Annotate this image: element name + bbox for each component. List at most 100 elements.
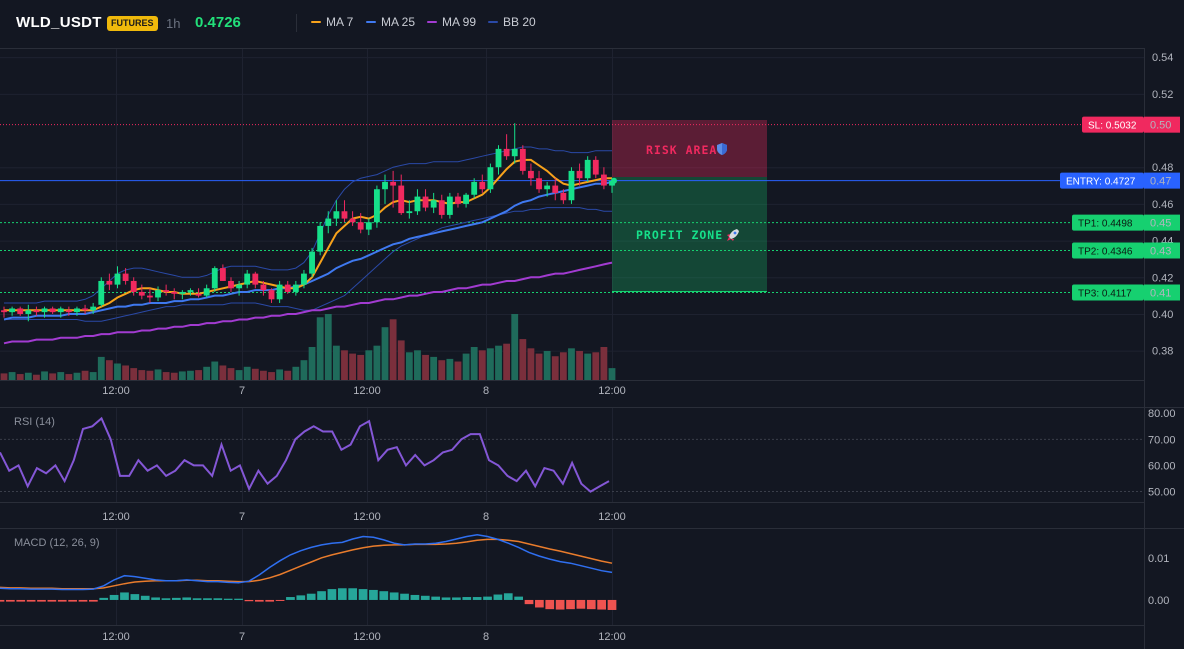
- candle-body: [57, 308, 64, 313]
- volume-bar: [608, 368, 616, 380]
- take-profit-3-axis-value: 0.41: [1150, 288, 1171, 300]
- macd-histogram-bar: [379, 591, 389, 600]
- time-axis-label-rsi: 12:00: [353, 511, 381, 523]
- candle-body: [82, 308, 88, 311]
- candle-body: [276, 284, 283, 300]
- time-axis-label-macd: 12:00: [102, 631, 130, 643]
- time-axis-label-price: 12:00: [353, 385, 381, 397]
- candle-body: [349, 218, 356, 223]
- candle-body: [236, 284, 243, 289]
- volume-bar: [300, 360, 308, 380]
- rsi-axis-label: 70.00: [1148, 434, 1176, 446]
- volume-bar: [381, 327, 389, 380]
- macd-histogram-bar: [161, 598, 171, 600]
- volume-bar: [89, 372, 97, 380]
- time-axis-label-macd: 12:00: [598, 631, 626, 643]
- macd-histogram-bar: [566, 599, 575, 610]
- trade-levels: [0, 124, 1144, 294]
- macd-histogram-bar: [37, 599, 46, 602]
- macd-histogram-bar: [296, 595, 306, 600]
- legend-ma7[interactable]: MA 7: [311, 15, 353, 29]
- time-axis-label-macd: 12:00: [353, 631, 381, 643]
- macd-histogram-bar: [327, 589, 337, 600]
- volume-bar: [503, 343, 511, 380]
- timeframe-label[interactable]: 1h: [166, 16, 181, 31]
- symbol-name[interactable]: WLD_USDT: [16, 14, 102, 31]
- candle-body: [560, 192, 567, 201]
- bb-lower-line: [4, 207, 612, 322]
- candle-body: [519, 148, 526, 171]
- take-profit-1-label: TP1: 0.4498: [1078, 219, 1133, 230]
- macd-histogram-bar: [348, 588, 358, 600]
- risk-area-box[interactable]: [612, 120, 767, 177]
- rsi-pane: RSI (14): [0, 416, 1144, 493]
- volume-bar: [511, 314, 519, 380]
- macd-histogram-bar: [223, 598, 233, 600]
- take-profit-2-label: TP2: 0.4346: [1078, 247, 1133, 258]
- volume-bar: [576, 350, 583, 380]
- macd-histogram-bar: [400, 593, 409, 600]
- volume-bar: [422, 354, 429, 380]
- legend-ma25[interactable]: MA 25: [366, 15, 415, 29]
- time-axis-label-macd: 7: [239, 631, 245, 643]
- stop-loss-label-bg: [1082, 116, 1144, 133]
- candle-body: [228, 280, 234, 289]
- candle-body: [365, 222, 372, 230]
- macd-histogram-bar: [151, 597, 160, 600]
- candle-body: [357, 222, 364, 230]
- candle-body: [487, 167, 494, 190]
- volume-bar: [519, 339, 527, 380]
- volume-bar: [292, 366, 300, 380]
- macd-histogram-bar: [171, 597, 181, 600]
- volume-bar: [41, 371, 48, 380]
- candle-body: [41, 308, 48, 313]
- profit-zone-box[interactable]: [612, 177, 767, 292]
- macd-histogram-bar: [275, 599, 285, 601]
- candle-body: [471, 181, 478, 195]
- macd-histogram-bar: [358, 589, 368, 600]
- price-axis-label: 0.42: [1152, 272, 1173, 284]
- volume-bar: [195, 370, 202, 380]
- take-profit-1-axis-bg: [1144, 214, 1180, 231]
- macd-histogram-bar: [441, 597, 451, 600]
- time-axis-label-rsi: 12:00: [102, 511, 130, 523]
- volume-bar: [600, 347, 608, 380]
- volume-bar: [535, 353, 543, 380]
- macd-histogram-bar: [597, 599, 606, 610]
- macd-histogram-bar: [16, 599, 26, 602]
- rsi-line: [0, 416, 610, 493]
- macd-histogram-bar: [57, 599, 67, 602]
- volume-bar: [365, 350, 373, 380]
- candle-body: [552, 185, 559, 193]
- time-axis-label-rsi: 8: [483, 511, 489, 523]
- volume-bar: [130, 368, 138, 380]
- legend-bb20[interactable]: BB 20: [488, 15, 536, 29]
- volume-bar: [243, 366, 251, 380]
- macd-histogram-bar: [244, 599, 254, 602]
- bb-upper-line: [4, 146, 612, 304]
- legend-ma99[interactable]: MA 99: [427, 15, 476, 29]
- macd-histogram-bar: [234, 598, 243, 600]
- macd-histogram-bar: [369, 589, 378, 600]
- volume-bar: [16, 374, 24, 380]
- macd-histogram-bar: [26, 599, 36, 602]
- stop-loss-label: SL: 0.5032: [1088, 121, 1137, 132]
- bb20-swatch: [488, 21, 498, 23]
- macd-histogram-bar: [6, 599, 15, 602]
- take-profit-1-axis-value: 0.45: [1150, 218, 1171, 230]
- macd-histogram-bar: [68, 599, 77, 602]
- last-price: 0.4726: [195, 14, 241, 31]
- volume-bar: [138, 370, 146, 380]
- volume-bar: [24, 372, 32, 380]
- candle-body: [98, 280, 105, 305]
- volume-bar: [324, 314, 332, 380]
- macd-histogram-bar: [576, 599, 586, 609]
- macd-histogram-bar: [203, 598, 212, 600]
- macd-histogram-bar: [545, 599, 555, 610]
- shield-icon: [717, 143, 727, 155]
- macd-axis-label: 0.01: [1148, 553, 1169, 565]
- candle-body: [187, 290, 194, 292]
- candle-body: [171, 291, 178, 294]
